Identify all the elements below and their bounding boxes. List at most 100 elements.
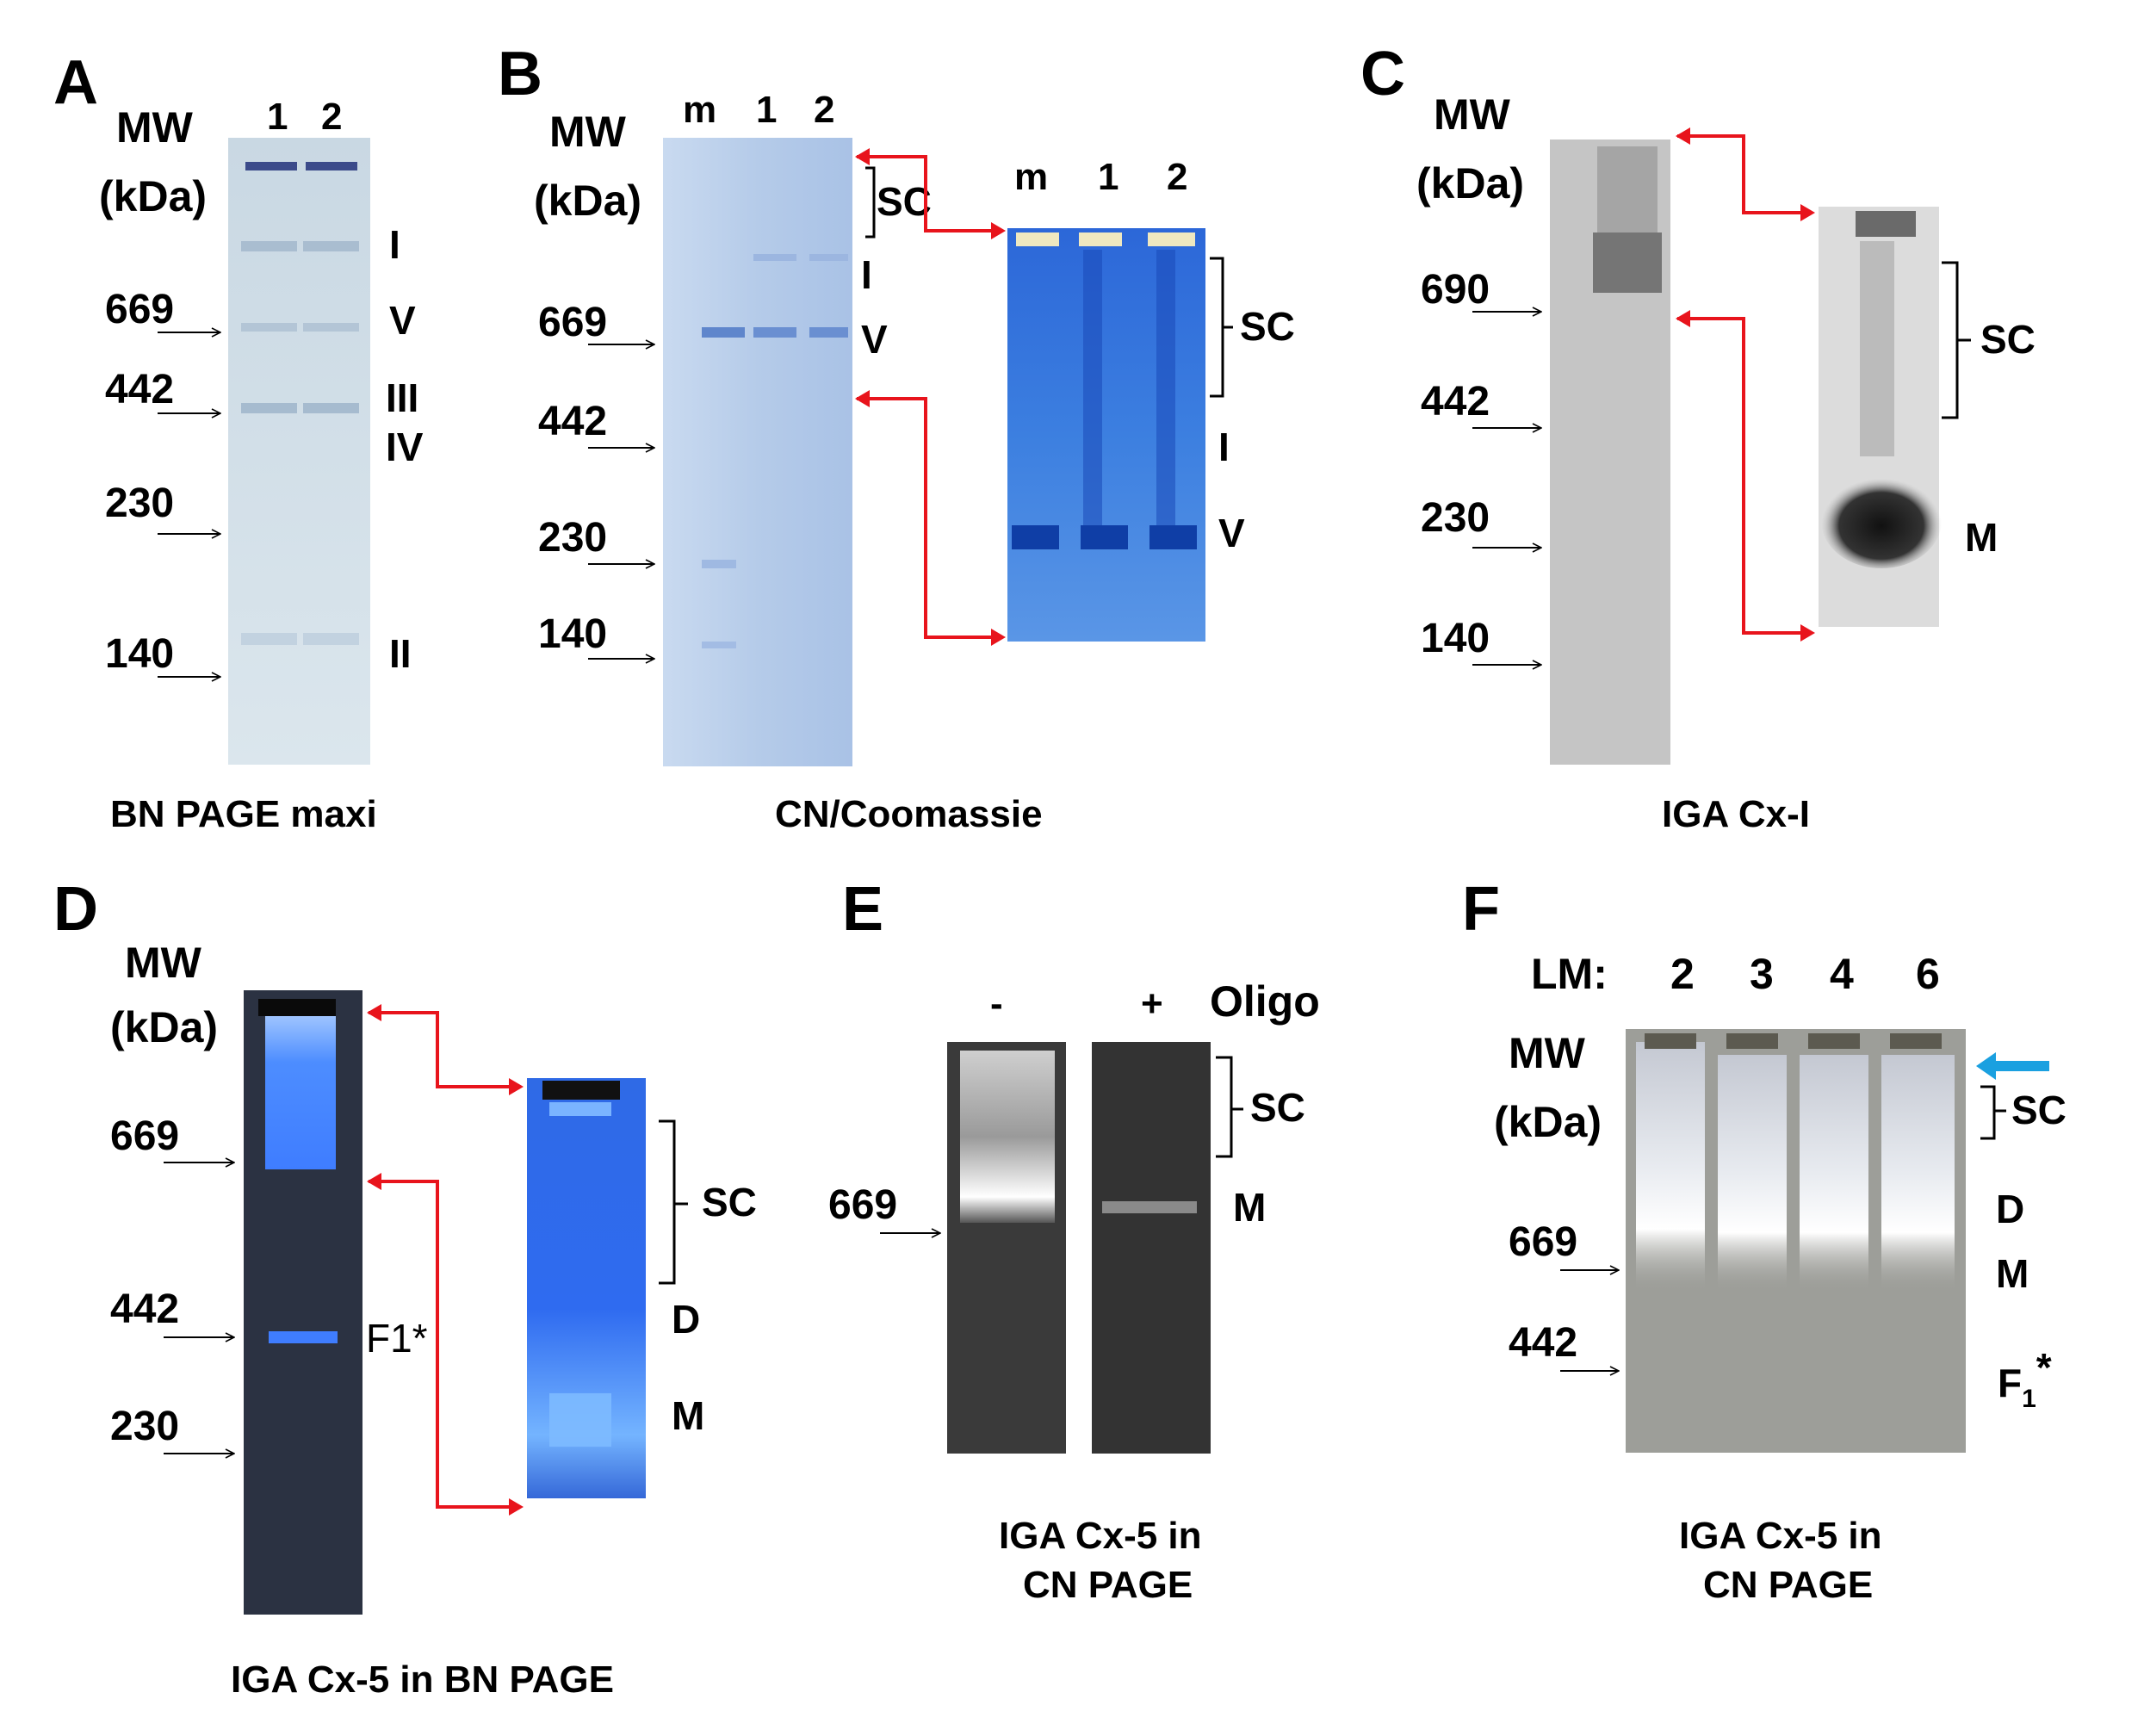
panel-e-lane-minus: - [990, 983, 1003, 1025]
panel-b-callout-top [857, 155, 999, 232]
panel-e-letter: E [842, 875, 883, 944]
panel-b-band-label-v: V [861, 317, 888, 362]
panel-f-mw-label: MW [1509, 1029, 1586, 1077]
panel-d-callout-bottom-head-right [509, 1498, 524, 1516]
panel-d-callout-top-head-left [367, 1004, 381, 1021]
panel-b-marker-band-140 [702, 642, 736, 648]
panel-a-band-iii [241, 403, 297, 413]
panel-c-inset-well [1856, 211, 1916, 237]
panel-d-marker-669: 669 [110, 1113, 179, 1159]
panel-e-lane-title: Oligo [1210, 977, 1320, 1026]
panel-b-inset-gel [1007, 228, 1205, 642]
panel-e-caption-line2: CN PAGE [1023, 1564, 1193, 1606]
panel-f-band-label-f1: F1* [1998, 1345, 2052, 1413]
panel-a-band-v-2 [303, 323, 359, 332]
panel-d-marker-230: 230 [110, 1404, 179, 1449]
panel-b-inset-band-v-m [1012, 525, 1059, 549]
panel-c-callout-bottom [1677, 317, 1808, 635]
panel-b-lane-m: m [683, 89, 716, 131]
panel-a-band-label-iii: III [386, 375, 418, 420]
panel-f-lane-4: 4 [1830, 950, 1854, 998]
panel-d-inset-band-sc [549, 1102, 611, 1116]
panel-a-band-iii-2 [303, 403, 359, 413]
panel-d-inset-band-label-m: M [672, 1393, 704, 1438]
panel-a-gel [228, 138, 370, 765]
panel-c-band-690 [1593, 232, 1662, 293]
panel-a-band-label-v: V [389, 298, 416, 343]
panel-e-band-label-sc: SC [1250, 1085, 1305, 1130]
panel-c-marker-442: 442 [1421, 379, 1490, 425]
panel-a-band-ii [241, 633, 297, 645]
panel-f-lane-4-smear [1800, 1055, 1868, 1292]
panel-d-mw-label: MW [125, 939, 202, 987]
panel-f-well-4 [1808, 1033, 1860, 1049]
panel-f-band-label-d: D [1996, 1187, 2024, 1231]
panel-b-lane-2: 2 [814, 89, 834, 131]
panel-c-callout-top-head-right [1800, 204, 1815, 221]
panel-b-callout-bottom-head-right [991, 629, 1006, 646]
panel-b-marker-band-230 [702, 560, 736, 568]
panel-b-mw-label: MW [549, 108, 627, 156]
panel-c-inset-smear [1860, 241, 1894, 456]
panel-c-inset-sc-bracket [1942, 261, 1971, 419]
panel-b-callout-bottom-head-left [855, 390, 870, 407]
panel-e-caption-line1: IGA Cx-5 in [999, 1515, 1202, 1557]
panel-b-marker-669: 669 [538, 300, 607, 345]
panel-b-letter: B [498, 40, 542, 108]
panel-b-kda-label: (kDa) [534, 177, 641, 225]
panel-f-marker-442: 442 [1509, 1320, 1577, 1366]
panel-a-band-i [241, 241, 297, 251]
panel-f-caption-line2: CN PAGE [1703, 1564, 1873, 1606]
panel-d-inset-sc-bracket [659, 1119, 688, 1285]
panel-b: B MW (kDa) m 1 2 669 442 230 140 SC I V … [498, 40, 1295, 835]
panel-a-caption: BN PAGE maxi [110, 793, 377, 835]
panel-a-marker-442: 442 [105, 367, 174, 412]
panel-f-lane-2-smear [1636, 1042, 1705, 1292]
panel-c: C MW (kDa) 690 442 230 140 SC M IGA Cx-I [1360, 40, 2036, 835]
panel-b-inset-band-v-1 [1081, 525, 1128, 549]
panel-f-caption-line1: IGA Cx-5 in [1679, 1515, 1882, 1557]
panel-a: A MW (kDa) 1 2 669 442 230 140 I V III I… [53, 48, 424, 835]
panel-f-lane-3-smear [1718, 1055, 1787, 1292]
panel-c-marker-230: 230 [1421, 495, 1490, 541]
panel-b-inset-band-label-v: V [1218, 511, 1245, 555]
panel-b-inset-smear-1 [1083, 250, 1102, 525]
panel-c-callout-top [1677, 134, 1808, 214]
panel-f-letter: F [1462, 875, 1500, 944]
panel-b-inset-well-2 [1148, 232, 1195, 246]
panel-a-band-v [241, 323, 297, 332]
panel-b-band-i-2 [809, 254, 848, 261]
panel-b-lane-1: 1 [756, 89, 777, 131]
panel-c-mw-label: MW [1434, 90, 1511, 139]
panel-f-kda-label: (kDa) [1494, 1098, 1602, 1146]
panel-e-sc-bracket [1216, 1056, 1243, 1158]
panel-c-callout-bottom-head-left [1676, 310, 1690, 327]
panel-f-marker-669: 669 [1509, 1219, 1577, 1265]
panel-b-inset-lane-1: 1 [1098, 156, 1118, 198]
panel-c-caption: IGA Cx-I [1662, 793, 1810, 835]
panel-d-band-sc [265, 1016, 336, 1169]
panel-a-lane-1: 1 [267, 96, 288, 138]
panel-f-lane-3: 3 [1750, 950, 1774, 998]
panel-d-caption: IGA Cx-5 in BN PAGE [231, 1658, 614, 1701]
panel-c-letter: C [1360, 40, 1405, 108]
panel-d-inset-band-label-d: D [672, 1297, 700, 1342]
panel-a-well-1 [245, 162, 297, 170]
panel-b-band-i-1 [753, 254, 796, 261]
panel-b-callout-top-head-right [991, 222, 1006, 239]
panel-f-well-3 [1726, 1033, 1778, 1049]
panel-a-kda-label: (kDa) [99, 172, 207, 220]
panel-f: F LM: 2 3 4 6 MW (kDa) 669 442 SC D M F1… [1462, 875, 2067, 1606]
panel-d-callout-bottom-head-left [367, 1173, 381, 1190]
panel-b-marker-140: 140 [538, 611, 607, 657]
panel-f-lane-6: 6 [1916, 950, 1940, 998]
panel-b-inset-well-m [1016, 232, 1059, 246]
panel-c-smear [1597, 146, 1658, 232]
panel-a-band-label-ii: II [389, 631, 412, 676]
panel-c-callout-top-head-left [1676, 127, 1690, 145]
panel-a-letter: A [53, 48, 98, 117]
panel-e-band-plus [1102, 1201, 1197, 1213]
panel-f-well-2 [1645, 1033, 1696, 1049]
panel-b-inset-lane-2: 2 [1167, 156, 1187, 198]
